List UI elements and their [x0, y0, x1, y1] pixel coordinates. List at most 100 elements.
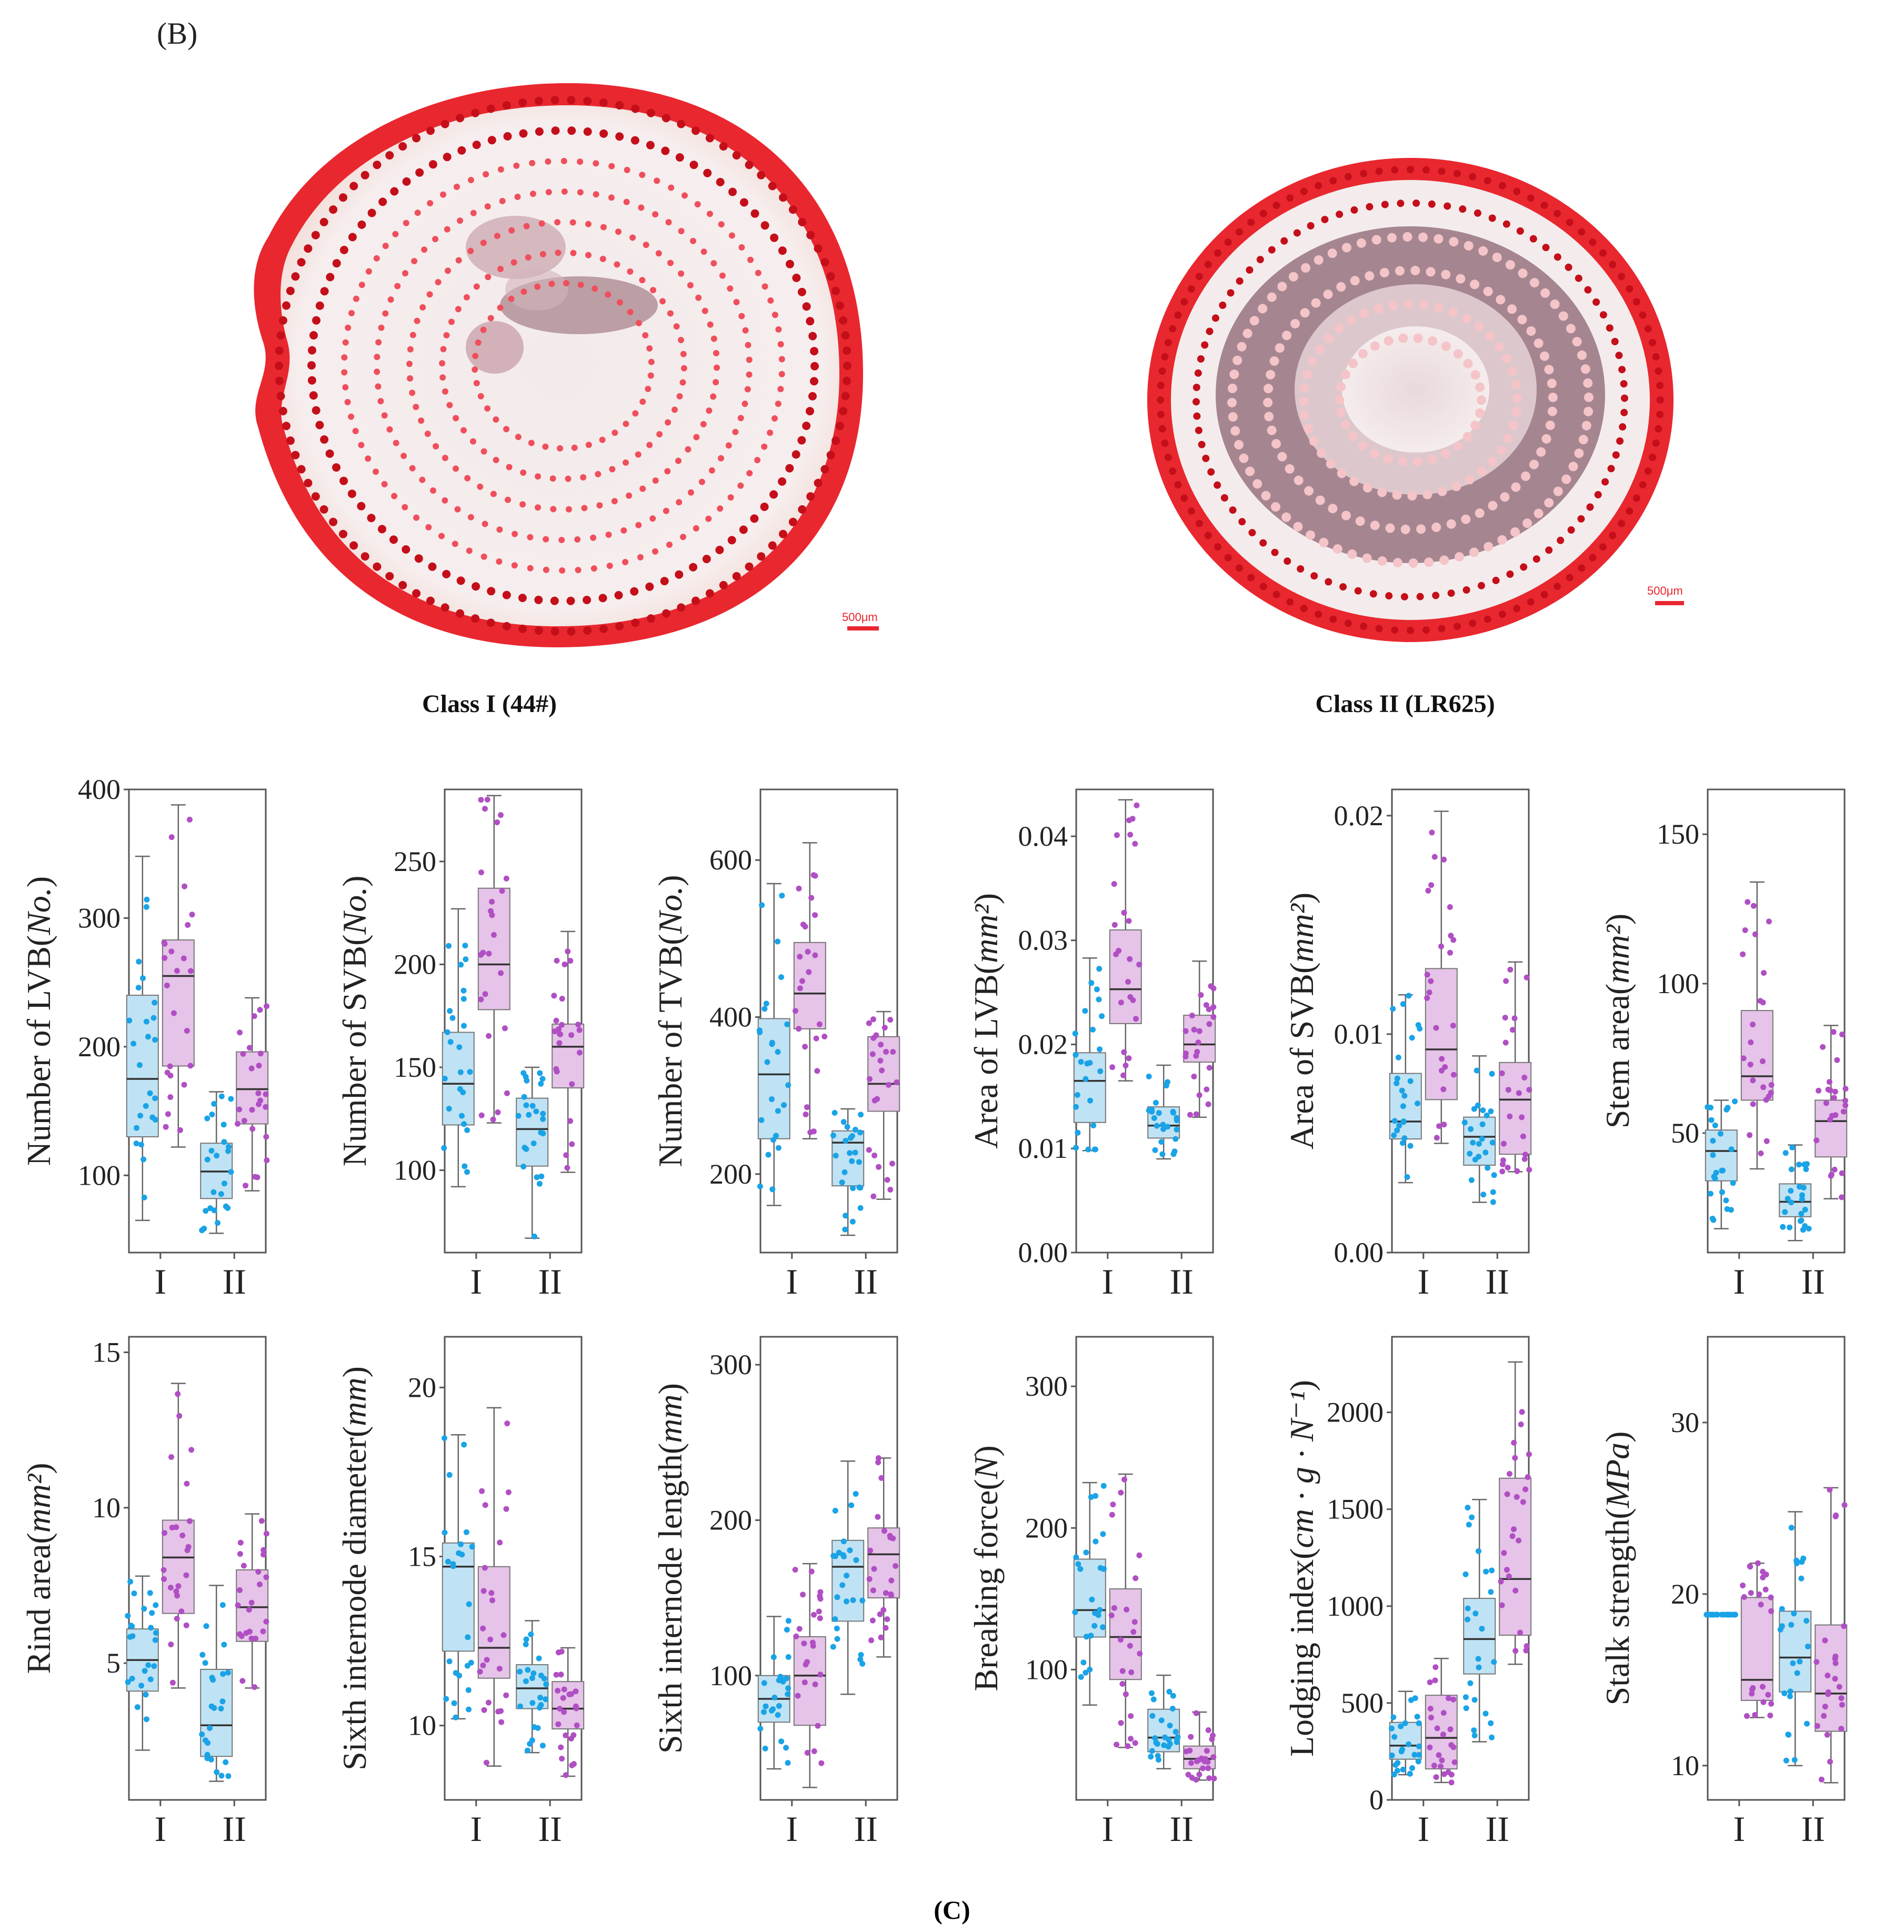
data-point: [1166, 1688, 1173, 1695]
vascular-bundle: [432, 236, 439, 243]
data-point: [152, 1095, 158, 1102]
vascular-bundle: [275, 346, 284, 355]
data-point: [164, 983, 170, 988]
data-point: [867, 1076, 873, 1082]
data-point: [1118, 1637, 1124, 1643]
x-tick-label: I: [470, 1262, 482, 1302]
vascular-bundle: [442, 388, 448, 395]
box-pink: [477, 1566, 510, 1679]
data-point: [1426, 989, 1432, 996]
data-point: [256, 1063, 262, 1069]
data-point: [868, 1637, 874, 1644]
data-point: [1842, 1086, 1849, 1092]
data-point: [249, 1107, 255, 1113]
data-point: [460, 987, 467, 994]
data-point: [246, 1045, 253, 1051]
data-point: [248, 1065, 255, 1072]
data-point: [126, 1017, 133, 1024]
data-point: [1724, 1206, 1730, 1212]
vascular-bundle: [373, 255, 380, 262]
vascular-bundle: [1384, 336, 1394, 346]
data-point: [235, 1120, 240, 1127]
vascular-bundle: [385, 151, 394, 160]
vascular-bundle: [550, 596, 559, 605]
data-point: [1428, 882, 1435, 888]
y-tick-label: 100: [709, 1660, 752, 1691]
vascular-bundle: [386, 426, 393, 433]
data-point: [469, 1544, 475, 1550]
data-point: [1841, 1502, 1848, 1508]
data-point: [1191, 1074, 1197, 1079]
data-point: [1427, 1706, 1434, 1712]
y-tick-label: 0.00: [1018, 1237, 1068, 1268]
vascular-bundle: [611, 498, 618, 505]
y-tick-label: 0.02: [1334, 800, 1384, 832]
vascular-bundle: [1319, 538, 1329, 547]
vascular-bundle: [732, 151, 741, 160]
data-point: [517, 1668, 523, 1675]
vascular-bundle: [456, 609, 465, 618]
data-point: [174, 1616, 180, 1621]
vascular-bundle: [1541, 434, 1551, 444]
data-point: [1517, 1629, 1523, 1636]
data-point: [181, 955, 187, 962]
data-point: [559, 996, 565, 1002]
data-point: [243, 1630, 249, 1636]
data-point: [876, 1164, 881, 1170]
data-point: [491, 932, 497, 938]
data-point: [260, 1547, 267, 1553]
data-point: [1123, 1691, 1129, 1697]
data-point: [538, 1673, 544, 1679]
vascular-bundle: [1235, 564, 1243, 572]
data-point: [1839, 1701, 1845, 1708]
vascular-bundle: [1304, 424, 1314, 434]
data-point: [540, 1110, 546, 1117]
data-point: [151, 1015, 157, 1021]
data-point: [1519, 1114, 1525, 1120]
vascular-bundle: [1626, 285, 1634, 293]
data-point: [866, 1576, 873, 1582]
data-point: [1193, 1710, 1199, 1716]
vascular-bundle: [1520, 563, 1528, 571]
vascular-bundle: [486, 618, 495, 627]
vascular-bundle: [797, 287, 806, 296]
vascular-bundle: [1404, 299, 1414, 309]
data-point: [138, 1142, 144, 1148]
vascular-bundle: [1655, 425, 1662, 433]
data-point: [830, 1644, 836, 1650]
data-point: [1441, 856, 1447, 863]
vascular-bundle: [1554, 583, 1561, 590]
vascular-bundle: [1164, 339, 1172, 347]
data-point: [1137, 1650, 1143, 1657]
vascular-bundle: [527, 565, 534, 572]
vascular-bundle: [739, 525, 748, 534]
vascular-bundle: [374, 368, 380, 375]
vascular-bundle: [1224, 554, 1232, 562]
vascular-bundle: [1214, 481, 1221, 489]
data-point: [218, 1191, 224, 1197]
vascular-bundle: [565, 475, 572, 482]
data-point: [1470, 1139, 1476, 1146]
vascular-bundle: [1589, 238, 1597, 246]
data-point: [145, 1034, 151, 1040]
vascular-bundle: [561, 188, 568, 195]
data-point: [569, 1081, 575, 1087]
vascular-bundle: [1607, 465, 1615, 473]
data-point: [1821, 1713, 1827, 1719]
data-point: [263, 1530, 269, 1537]
data-point: [184, 1480, 190, 1487]
vascular-bundle: [1315, 182, 1322, 189]
vascular-bundle: [1321, 216, 1329, 224]
data-point: [858, 1651, 864, 1658]
data-point: [1409, 1035, 1415, 1041]
vascular-bundle: [1527, 194, 1535, 202]
vascular-bundle: [1256, 256, 1264, 264]
x-tick-label: II: [223, 1809, 246, 1849]
data-point: [1075, 1129, 1081, 1136]
data-point: [1073, 1145, 1079, 1151]
data-point: [1767, 1713, 1773, 1719]
y-axis-label: Area of LVB(mm²): [967, 893, 1005, 1149]
vascular-bundle: [424, 431, 431, 437]
data-point: [1755, 1560, 1761, 1566]
